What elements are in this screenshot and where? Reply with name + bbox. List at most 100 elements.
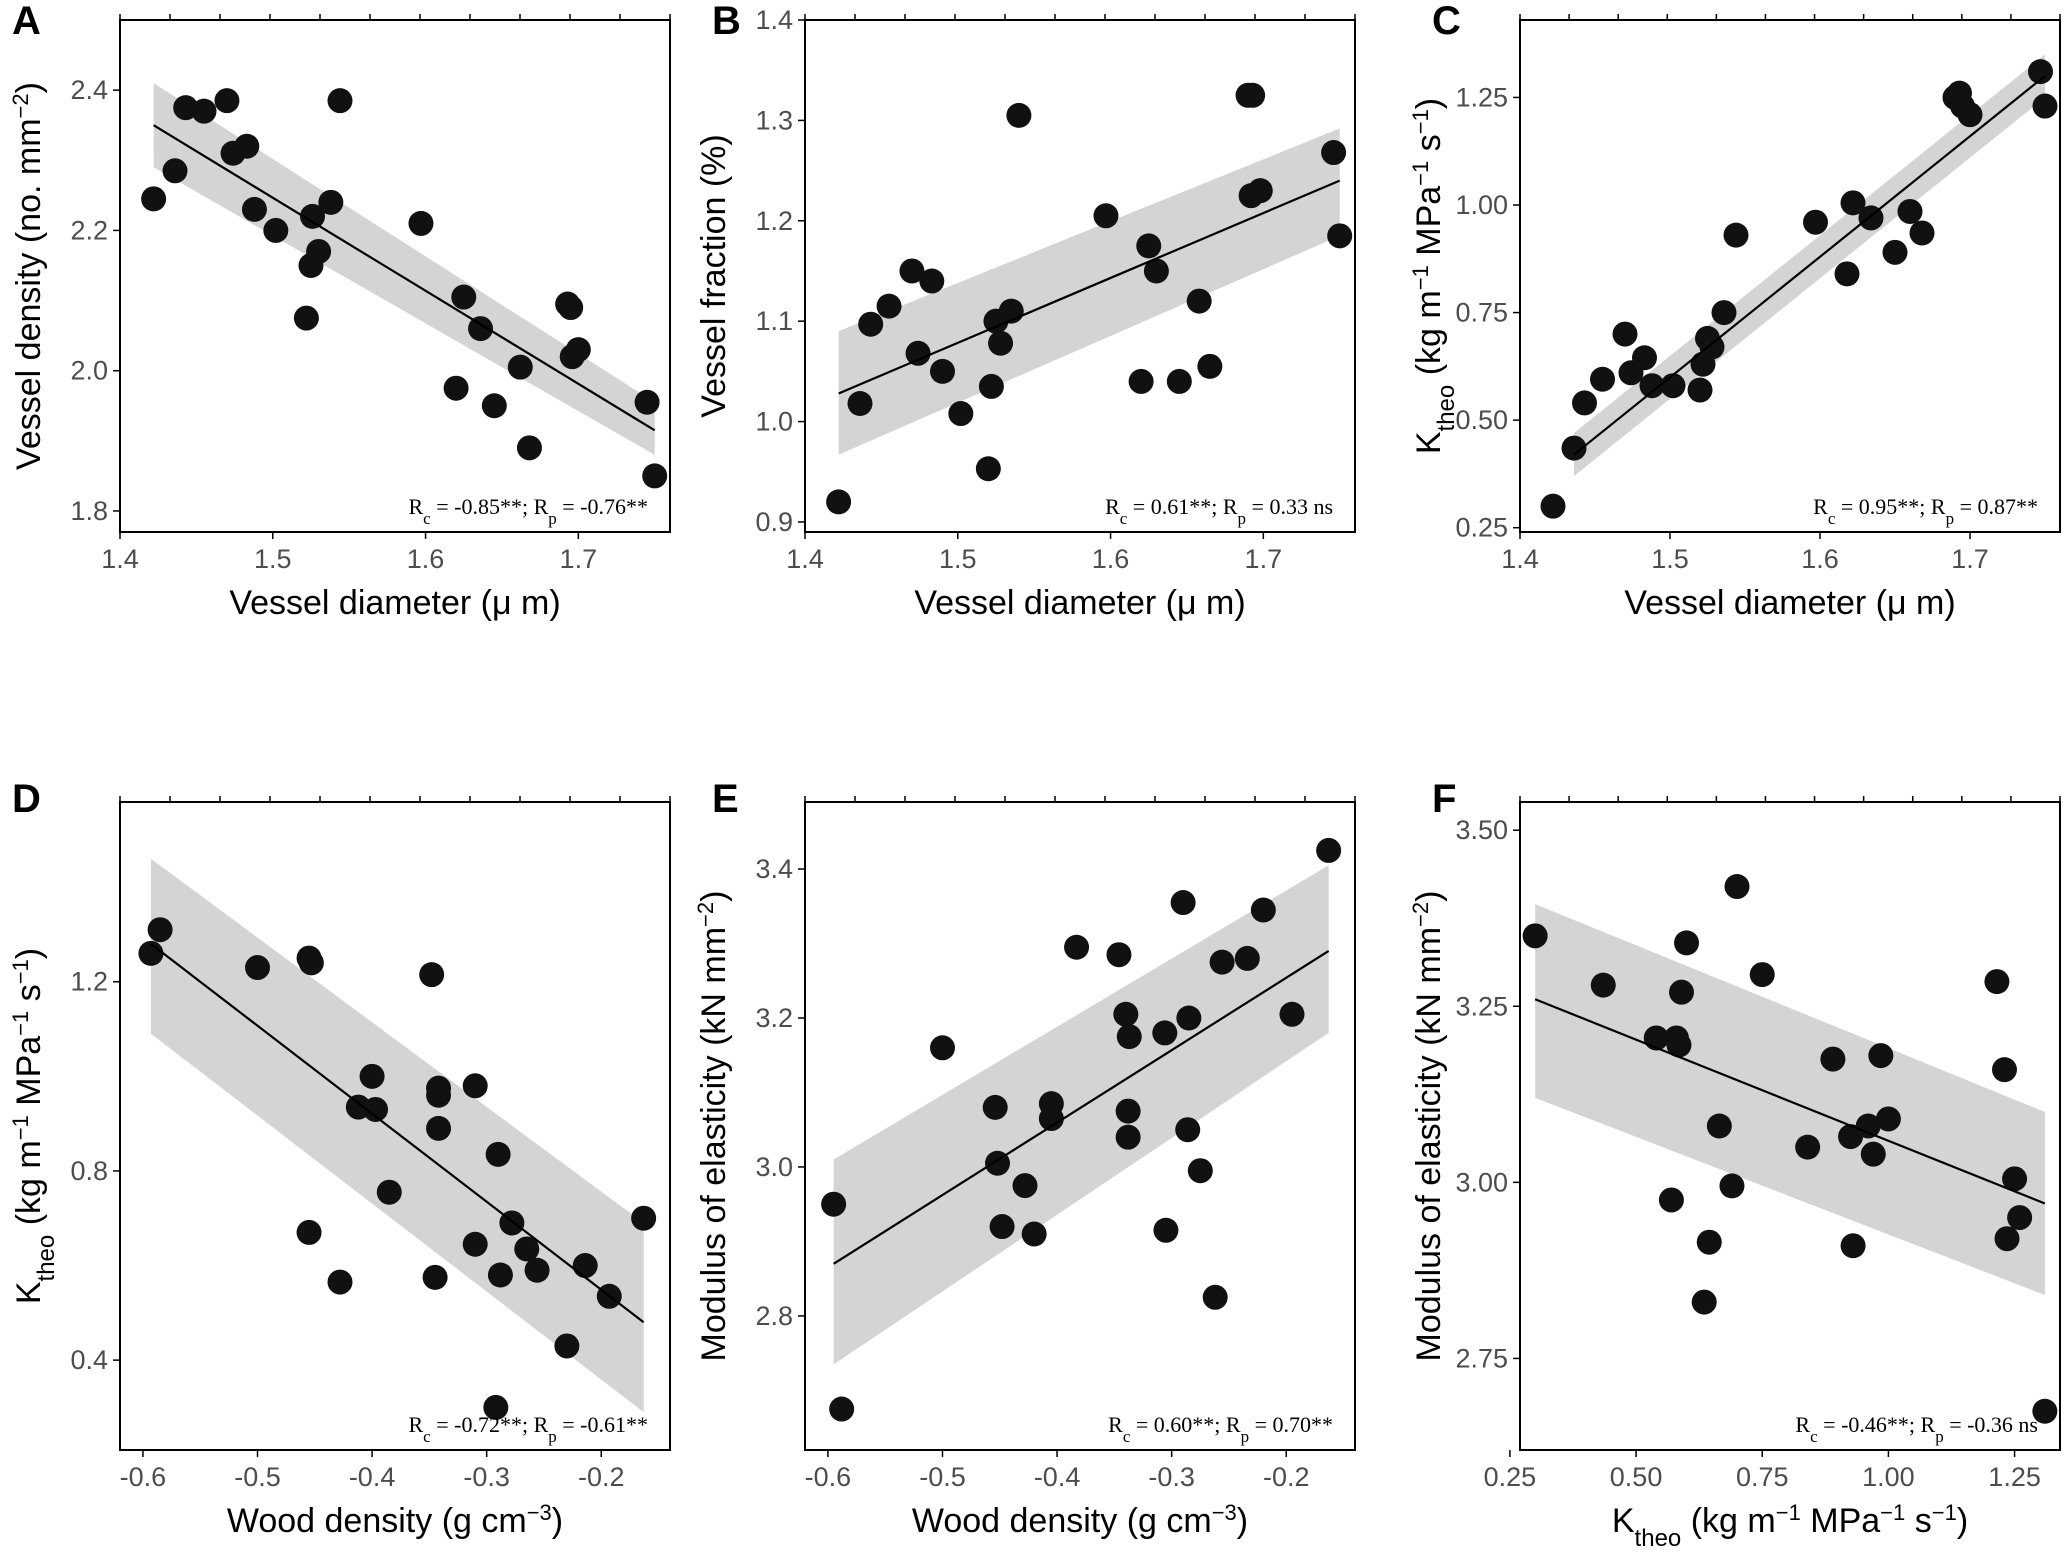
y-tick-label: 3.4 xyxy=(755,854,793,884)
data-point xyxy=(1897,198,1923,224)
stats-annotation-a: Rc = -0.85**; Rp = -0.76** xyxy=(408,494,648,528)
data-point xyxy=(1840,1233,1866,1259)
top-ticks-c xyxy=(1519,14,2061,20)
data-point xyxy=(2032,1398,2058,1424)
x-tick-label: 1.5 xyxy=(939,544,977,574)
x-tick-label: 1.6 xyxy=(1801,544,1839,574)
data-point xyxy=(1632,345,1657,371)
data-point xyxy=(1639,373,1665,399)
y-tick-label: 3.25 xyxy=(1455,991,1508,1021)
data-point xyxy=(1882,239,1908,265)
data-point xyxy=(1093,203,1119,229)
y-tick-label: 1.2 xyxy=(755,206,793,236)
data-point xyxy=(141,186,167,212)
x-axis-title-b: Vessel diameter (μ m) xyxy=(914,584,1245,622)
data-point xyxy=(462,1231,488,1257)
data-point xyxy=(876,293,902,319)
data-point xyxy=(558,295,584,321)
panel-letter-f: F xyxy=(1432,777,1456,821)
data-point xyxy=(1860,1141,1886,1167)
y-tick-label: 0.4 xyxy=(70,1345,108,1375)
data-point xyxy=(1038,1106,1064,1132)
x-tick-label: 1.7 xyxy=(560,544,598,574)
data-point xyxy=(481,393,507,419)
data-point xyxy=(821,1191,847,1217)
x-tick-label: 1.7 xyxy=(1245,544,1283,574)
x-axis-title-c: Vessel diameter (μ m) xyxy=(1624,584,1955,622)
y-tick-label: 0.9 xyxy=(755,507,793,537)
data-point xyxy=(1128,368,1154,394)
data-point xyxy=(306,238,332,264)
data-point xyxy=(451,284,477,310)
data-point xyxy=(1749,962,1775,988)
data-point xyxy=(1668,979,1694,1005)
top-ticks-a xyxy=(119,14,671,20)
stats-annotation-c: Rc = 0.95**; Rp = 0.87** xyxy=(1813,494,2038,528)
data-point xyxy=(298,950,324,976)
confidence-band-e xyxy=(833,865,1329,1365)
data-point xyxy=(1561,435,1587,461)
data-point xyxy=(1699,334,1725,360)
data-point xyxy=(1176,1005,1202,1031)
x-axis-title-e: Wood density (g cm−3) xyxy=(912,1500,1248,1541)
data-point xyxy=(948,401,974,427)
regression-line-f xyxy=(1534,998,2046,1205)
regression-line-a xyxy=(153,124,656,432)
x-tick-label: 1.25 xyxy=(1988,1462,2041,1492)
y-axis-title-d: Ktheo (kg m−1 MPa−1 s−1) xyxy=(8,948,60,1304)
data-point xyxy=(300,203,325,229)
x-tick-label: -0.5 xyxy=(234,1462,281,1492)
confidence-band-a xyxy=(153,83,655,455)
stats-annotation-d: Rc = -0.72**; Rp = -0.61** xyxy=(408,1412,648,1446)
data-point xyxy=(2002,1166,2028,1192)
data-point xyxy=(487,1262,513,1288)
y-tick-label: 0.50 xyxy=(1455,405,1508,435)
x-axis-title-f: Ktheo (kg m−1 MPa−1 s−1) xyxy=(1612,1500,1968,1552)
stats-annotation-b: Rc = 0.61**; Rp = 0.33 ns xyxy=(1105,494,1333,528)
y-tick-label: 2.4 xyxy=(70,75,108,105)
y-tick-label: 2.2 xyxy=(70,215,108,245)
y-tick-label: 2.8 xyxy=(755,1301,793,1331)
y-tick-label: 1.25 xyxy=(1455,82,1508,112)
data-point xyxy=(1136,233,1162,259)
data-point xyxy=(507,354,533,380)
data-point xyxy=(554,1333,580,1359)
x-tick-label: 1.4 xyxy=(101,544,139,574)
data-point xyxy=(1660,373,1686,399)
x-tick-label: 0.50 xyxy=(1610,1462,1663,1492)
data-point xyxy=(1116,1024,1142,1050)
data-point xyxy=(1240,82,1266,108)
data-point xyxy=(1795,1134,1821,1160)
data-point xyxy=(1540,493,1566,519)
data-point xyxy=(1834,261,1860,287)
points-c xyxy=(1540,59,2058,519)
points-d xyxy=(138,917,657,1420)
data-point xyxy=(1153,1217,1179,1243)
data-point xyxy=(1691,1289,1717,1315)
y-tick-label: 3.00 xyxy=(1455,1167,1508,1197)
points-f xyxy=(1522,874,2058,1424)
data-point xyxy=(1187,1158,1213,1184)
data-point xyxy=(1152,1020,1178,1046)
panel-c: 1.4 1.5 1.6 1.7 0.25 0.50 0.75 1.00 1.25 Vessel d… xyxy=(1408,0,2061,622)
y-tick-label: 1.4 xyxy=(755,5,793,35)
panel-letter-b: B xyxy=(712,0,741,43)
data-point xyxy=(905,340,931,366)
data-point xyxy=(363,1096,389,1122)
data-point xyxy=(1868,1043,1894,1069)
x-axis-title-d: Wood density (g cm−3) xyxy=(227,1500,563,1541)
x-tick-label: 1.6 xyxy=(1092,544,1130,574)
x-tick-label: -0.3 xyxy=(463,1462,510,1492)
data-point xyxy=(930,358,955,384)
x-tick-label: -0.5 xyxy=(919,1462,966,1492)
y-axis-title-f: Modulus of elasticity (kN mm−2) xyxy=(1408,891,1449,1362)
points-e xyxy=(821,837,1342,1422)
data-point xyxy=(1250,897,1276,923)
data-point xyxy=(1711,300,1737,326)
y-tick-label: 1.3 xyxy=(755,105,793,135)
data-point xyxy=(293,305,319,331)
points-b xyxy=(826,82,1353,515)
y-tick-label: 0.25 xyxy=(1455,513,1508,543)
points-a xyxy=(141,88,668,489)
data-point xyxy=(1696,1229,1722,1255)
